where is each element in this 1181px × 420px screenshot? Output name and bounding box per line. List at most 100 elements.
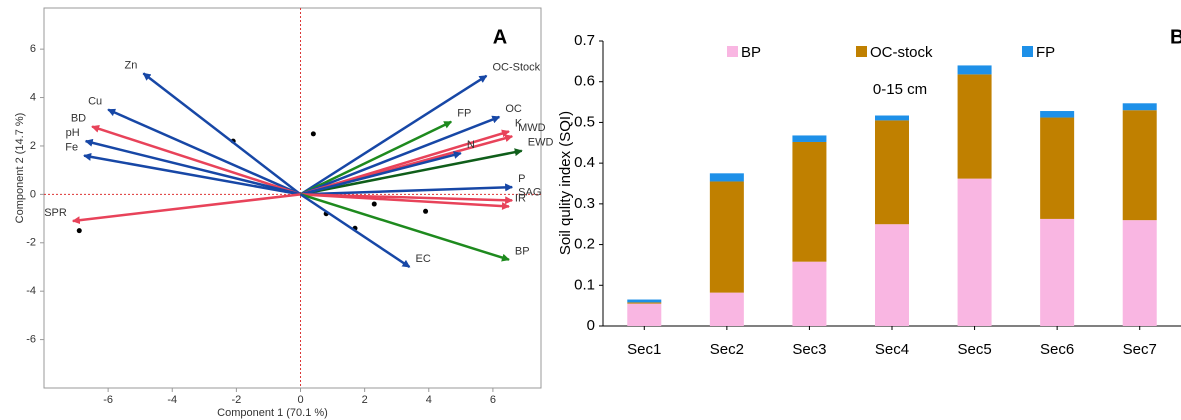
y-tick-label: 0.4 — [574, 154, 595, 171]
bar-segment — [1040, 111, 1075, 118]
bar-segment — [709, 181, 744, 293]
loading-label: SPR — [44, 207, 67, 219]
loading-arrow — [300, 193, 510, 262]
bar-segment — [957, 74, 992, 179]
y-tick-label: 4 — [30, 91, 36, 103]
y-tick-label: 0.1 — [574, 276, 595, 293]
y-tick-label: 2 — [30, 140, 36, 152]
loading-label: IR — [515, 192, 526, 204]
y-tick-label: 0.3 — [574, 195, 595, 212]
bar-segment — [792, 141, 827, 262]
loading-label: BP — [515, 246, 530, 258]
y-tick-label: 6 — [30, 43, 36, 55]
x-tick-label: 6 — [490, 394, 496, 406]
loading-label: N — [467, 139, 475, 151]
legend-label: BP — [741, 44, 761, 61]
loading-label: Fe — [65, 142, 78, 154]
bar-segment — [709, 292, 744, 326]
bar-segment — [792, 261, 827, 326]
bar-segment — [627, 302, 662, 304]
x-tick-label: Sec2 — [710, 341, 744, 358]
loading-arrow — [71, 193, 301, 225]
bar-segment — [627, 303, 662, 326]
score-point — [76, 228, 82, 234]
y-tick-label: 0.5 — [574, 113, 595, 130]
bar-segment — [709, 173, 744, 182]
loading-arrow — [300, 148, 523, 196]
loading-arrow — [142, 72, 302, 196]
loading-arrow — [107, 108, 302, 196]
loading-label: P — [518, 173, 525, 185]
bar-segment — [792, 135, 827, 142]
x-tick-label: 2 — [362, 394, 368, 406]
x-tick-label: -6 — [103, 394, 113, 406]
bar-segment — [1122, 103, 1157, 111]
loading-label: FP — [457, 108, 471, 120]
legend-swatch — [727, 46, 738, 57]
loading-label: Cu — [88, 96, 102, 108]
panel-label: B — [1170, 26, 1181, 48]
y-axis-title: Soil qulity index (SQI) — [557, 111, 574, 255]
loading-label: OC — [505, 103, 522, 115]
annotation: 0-15 cm — [873, 81, 927, 98]
loading-label: BD — [71, 113, 86, 125]
y-tick-label: -2 — [26, 237, 36, 249]
bar-segment — [957, 65, 992, 75]
loading-arrow — [84, 138, 301, 196]
bar-segment — [1122, 110, 1157, 221]
x-axis-title: Component 1 (70.1 %) — [217, 407, 328, 419]
loading-label: K — [515, 117, 523, 129]
x-tick-label: Sec1 — [627, 341, 661, 358]
loading-label: EWD — [528, 137, 554, 149]
loading-arrow — [300, 183, 514, 196]
loading-arrow — [299, 74, 488, 196]
y-tick-label: 0.6 — [574, 73, 595, 90]
bar-segment — [1040, 218, 1075, 326]
legend-label: OC-stock — [870, 44, 933, 61]
score-point — [371, 201, 377, 207]
bar-segment — [875, 224, 909, 326]
loading-label: EC — [416, 253, 431, 265]
x-tick-label: Sec6 — [1040, 341, 1074, 358]
y-axis-title: Component 2 (14.7 %) — [14, 113, 26, 224]
loading-label: SAG — [518, 186, 541, 198]
loading-label: OC-Stock — [492, 62, 540, 74]
loading-arrow — [300, 115, 501, 196]
loading-label: MWD — [518, 122, 546, 134]
loading-arrow — [299, 120, 453, 196]
y-tick-label: 0.7 — [574, 32, 595, 49]
bar-segment — [1040, 117, 1075, 219]
x-tick-label: Sec3 — [792, 341, 826, 358]
bar-segment — [875, 115, 909, 121]
loading-arrow — [299, 193, 411, 269]
loading-arrow — [300, 193, 510, 211]
y-tick-label: 0 — [587, 317, 595, 334]
score-point — [310, 131, 316, 137]
x-tick-label: 4 — [426, 394, 432, 406]
x-tick-label: Sec4 — [875, 341, 909, 358]
y-tick-label: 0 — [30, 188, 36, 200]
x-tick-label: -4 — [167, 394, 177, 406]
legend-swatch — [1022, 46, 1033, 57]
y-tick-label: 0.2 — [574, 236, 595, 253]
x-tick-label: Sec7 — [1123, 341, 1157, 358]
loading-arrow — [300, 151, 462, 196]
x-tick-label: Sec5 — [957, 341, 991, 358]
bar-segment — [627, 299, 662, 303]
y-tick-label: -4 — [26, 285, 36, 297]
loading-arrow — [83, 152, 301, 196]
loading-label: pH — [66, 127, 80, 139]
legend-label: FP — [1036, 44, 1055, 61]
x-tick-label: 0 — [297, 394, 303, 406]
score-point — [423, 208, 429, 214]
panel-label: A — [493, 26, 507, 48]
legend-swatch — [856, 46, 867, 57]
loading-label: Zn — [125, 59, 138, 71]
y-tick-label: -6 — [26, 333, 36, 345]
bar-segment — [875, 120, 909, 225]
bar-segment — [1122, 220, 1157, 326]
plot-frame — [43, 7, 542, 389]
bar-segment — [957, 178, 992, 326]
x-tick-label: -2 — [231, 394, 241, 406]
